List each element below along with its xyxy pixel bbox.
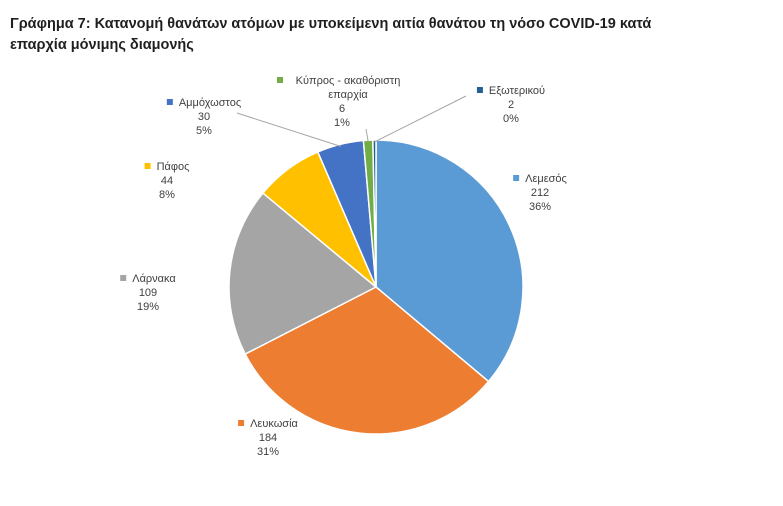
data-label-5: Αμμόχωστος 30 5% <box>166 96 242 138</box>
slice-percent: 8% <box>159 189 175 201</box>
pie-slice-2 <box>244 286 490 435</box>
slice-percent: 19% <box>136 301 160 313</box>
data-label-2: Λευκωσία 184 31% <box>238 417 298 459</box>
label-swatch <box>238 420 245 426</box>
slice-label: Λεμεσός <box>525 173 567 185</box>
label-swatch <box>476 87 483 93</box>
data-label-4: Πάφος 44 8% <box>144 160 190 202</box>
slice-value: 2 <box>507 99 515 111</box>
slice-percent: 0% <box>503 113 519 125</box>
label-swatch <box>513 175 520 181</box>
label-swatch <box>144 163 151 169</box>
pie-slice-3 <box>228 192 378 356</box>
slice-value: 109 <box>138 287 158 299</box>
leader-line-5 <box>236 112 341 147</box>
slice-label: Εξωτερικού <box>488 85 546 97</box>
data-label-1: Λεμεσός 212 36% <box>513 172 567 214</box>
label-swatch <box>277 77 283 83</box>
slice-value: 30 <box>197 111 211 123</box>
slice-value: 44 <box>160 175 174 187</box>
data-label-3: Λάρνακα 109 19% <box>120 272 176 314</box>
leader-lines <box>236 95 467 147</box>
slice-label: Πάφος <box>156 161 190 173</box>
slice-label: Λευκωσία <box>250 418 298 430</box>
slice-label: Αμμόχωστος <box>178 97 242 109</box>
slice-value: 184 <box>258 432 278 444</box>
slice-percent: 5% <box>196 125 212 137</box>
slice-percent: 1% <box>334 117 350 129</box>
chart-title: Γράφημα 7: Κατανομή θανάτων ατόμων με υπ… <box>10 16 652 53</box>
slice-percent: 36% <box>528 201 552 213</box>
label-swatch <box>166 99 173 105</box>
slice-label: Κύπρος - ακαθόριστη επαρχία <box>295 75 401 101</box>
slice-label: Λάρνακα <box>132 273 176 285</box>
pie-slices <box>228 139 524 435</box>
slice-percent: 31% <box>256 446 280 458</box>
pie-slice-1 <box>375 139 524 383</box>
slice-value: 212 <box>530 187 550 199</box>
leader-line-6 <box>365 128 369 143</box>
pie-slice-7 <box>372 139 377 288</box>
data-label-6: Κύπρος - ακαθόριστη επαρχία 6 1% <box>277 74 407 130</box>
leader-line-7 <box>374 95 467 143</box>
label-swatch <box>120 275 127 281</box>
data-label-7: Εξωτερικού 2 0% <box>476 84 546 126</box>
slice-value: 6 <box>338 103 346 115</box>
